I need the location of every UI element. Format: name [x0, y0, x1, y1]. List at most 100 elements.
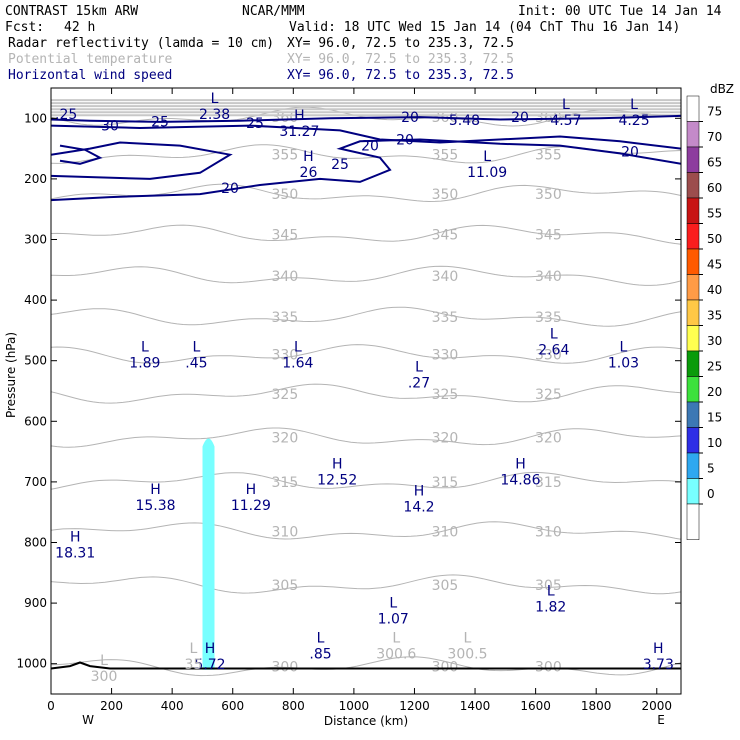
- theta-contour-335: [51, 306, 681, 327]
- x-end-west: W: [82, 713, 94, 727]
- extremum-mark: L: [630, 97, 638, 113]
- theta-contour-345: [51, 224, 681, 245]
- extremum-mark: L: [620, 340, 628, 356]
- colorbar-swatch: [686, 223, 700, 250]
- extremum-value: 2.64: [538, 342, 569, 358]
- x-tick-label: 1000: [339, 699, 370, 713]
- field-name-wind: Horizontal wind speed: [8, 68, 172, 83]
- extremum-value: 4.57: [550, 113, 581, 129]
- extremum-mark: L: [192, 340, 200, 356]
- field-xy-wind: XY= 96.0, 72.5 to 235.3, 72.5: [287, 68, 514, 83]
- extremum-mark: L: [547, 583, 555, 599]
- theta-label: 325: [432, 387, 459, 403]
- fcst-label: Fcst:: [5, 20, 44, 35]
- wind-contour-label: 25: [331, 157, 349, 173]
- colorbar-label: 25: [707, 360, 722, 374]
- colorbar-swatch: [686, 299, 700, 326]
- extremum-value: .85: [309, 647, 331, 663]
- extremum-mark: L: [392, 631, 400, 647]
- x-tick-label: 2000: [641, 699, 672, 713]
- theta-contour-350: [51, 183, 681, 203]
- theta-contour-310: [51, 521, 681, 540]
- x-tick-label: 600: [221, 699, 244, 713]
- colorbar-label: 70: [707, 130, 722, 144]
- y-tick-label: 800: [24, 536, 47, 550]
- extremum-value: 12.52: [317, 473, 357, 489]
- theta-label: 315: [535, 475, 562, 491]
- extremum-mark: L: [317, 631, 325, 647]
- theta-label: 330: [272, 348, 299, 364]
- colorbar-swatch: [686, 427, 700, 454]
- colorbar-label: 40: [707, 283, 722, 297]
- colorbar-swatch: [686, 376, 700, 403]
- field-xy-reflectivity: XY= 96.0, 72.5 to 235.3, 72.5: [287, 36, 514, 51]
- extremum-value: 18.31: [55, 545, 95, 561]
- extremum-mark: H: [70, 529, 81, 545]
- colorbar-label: 50: [707, 232, 722, 246]
- colorbar-swatch: [686, 350, 700, 377]
- extremum-value: 35: [184, 657, 202, 673]
- theta-label: 355: [432, 148, 459, 164]
- theta-contour-325: [51, 383, 681, 404]
- colorbar-label: 10: [707, 436, 722, 450]
- org-title: NCAR/MMM: [242, 4, 305, 19]
- init-time: Init: 00 UTC Tue 14 Jan 14: [518, 4, 722, 19]
- colorbar-label: 45: [707, 258, 722, 272]
- extremum-mark: H: [150, 482, 161, 498]
- colorbar-swatch: [686, 325, 700, 352]
- extremum-value: .25: [55, 107, 77, 123]
- extremum-mark: H: [414, 483, 425, 499]
- wind-contour-25-closed: [51, 141, 233, 180]
- wind-contour-30: [51, 114, 681, 123]
- axes: 0 200 400 600 800 1000 1200 1400 1600 1800 2000 100…: [16, 88, 681, 713]
- extremum-value: .27: [408, 376, 430, 392]
- theta-label: 355: [535, 148, 562, 164]
- extremum-value: 15.38: [135, 498, 175, 514]
- extremum-mark: H: [246, 482, 257, 498]
- colorbar-label: 0: [707, 487, 715, 501]
- extremum-mark: L: [100, 653, 108, 669]
- extremum-mark: H: [515, 457, 526, 473]
- theta-label: 355: [272, 148, 299, 164]
- theta-label: 330: [535, 348, 562, 364]
- extremum-mark: L: [294, 340, 302, 356]
- wind-contour-20: [51, 138, 681, 202]
- extremum-value: 26: [300, 165, 318, 181]
- colorbar-swatch: [686, 121, 700, 148]
- colorbar-swatch: [686, 172, 700, 199]
- plot-frame: [50, 87, 682, 695]
- y-tick-label: 300: [24, 233, 47, 247]
- wind-contour-20-closed: [59, 144, 103, 165]
- wind-contour-label: 20: [511, 110, 529, 126]
- x-tick-label: 1800: [581, 699, 612, 713]
- theta-label: 325: [535, 387, 562, 403]
- colorbar-swatch: [686, 197, 700, 224]
- fcst-value: 42 h: [64, 20, 95, 35]
- theta-label: 325: [272, 387, 299, 403]
- x-tick-label: 400: [161, 699, 184, 713]
- theta-label: 335: [535, 310, 562, 326]
- theta-label: 340: [535, 269, 562, 285]
- x-tick-label: 1400: [460, 699, 491, 713]
- theta-label: 305: [272, 578, 299, 594]
- extremum-mark: H: [332, 457, 343, 473]
- extremum-mark: L: [415, 360, 423, 376]
- extremum-value: 300.5: [447, 647, 487, 663]
- colorbar-swatch: [686, 248, 700, 275]
- valid-time: Valid: 18 UTC Wed 15 Jan 14 (04 ChT Thu …: [289, 20, 680, 35]
- wind-contour-label: 20: [621, 145, 639, 161]
- wind-contour-label: 20: [361, 139, 379, 155]
- theta-label: 320: [432, 431, 459, 447]
- field-name-theta: Potential temperature: [8, 52, 173, 67]
- theta-contour-300: [51, 656, 681, 677]
- theta-label: 315: [432, 475, 459, 491]
- wind-contour-label: 20: [221, 181, 239, 197]
- wind-contour-label: 25: [151, 114, 169, 130]
- extremum-mark: H: [205, 641, 216, 657]
- extremum-mark: L: [562, 97, 570, 113]
- theta-label: 340: [432, 269, 459, 285]
- model-title: CONTRAST 15km ARW: [5, 4, 138, 19]
